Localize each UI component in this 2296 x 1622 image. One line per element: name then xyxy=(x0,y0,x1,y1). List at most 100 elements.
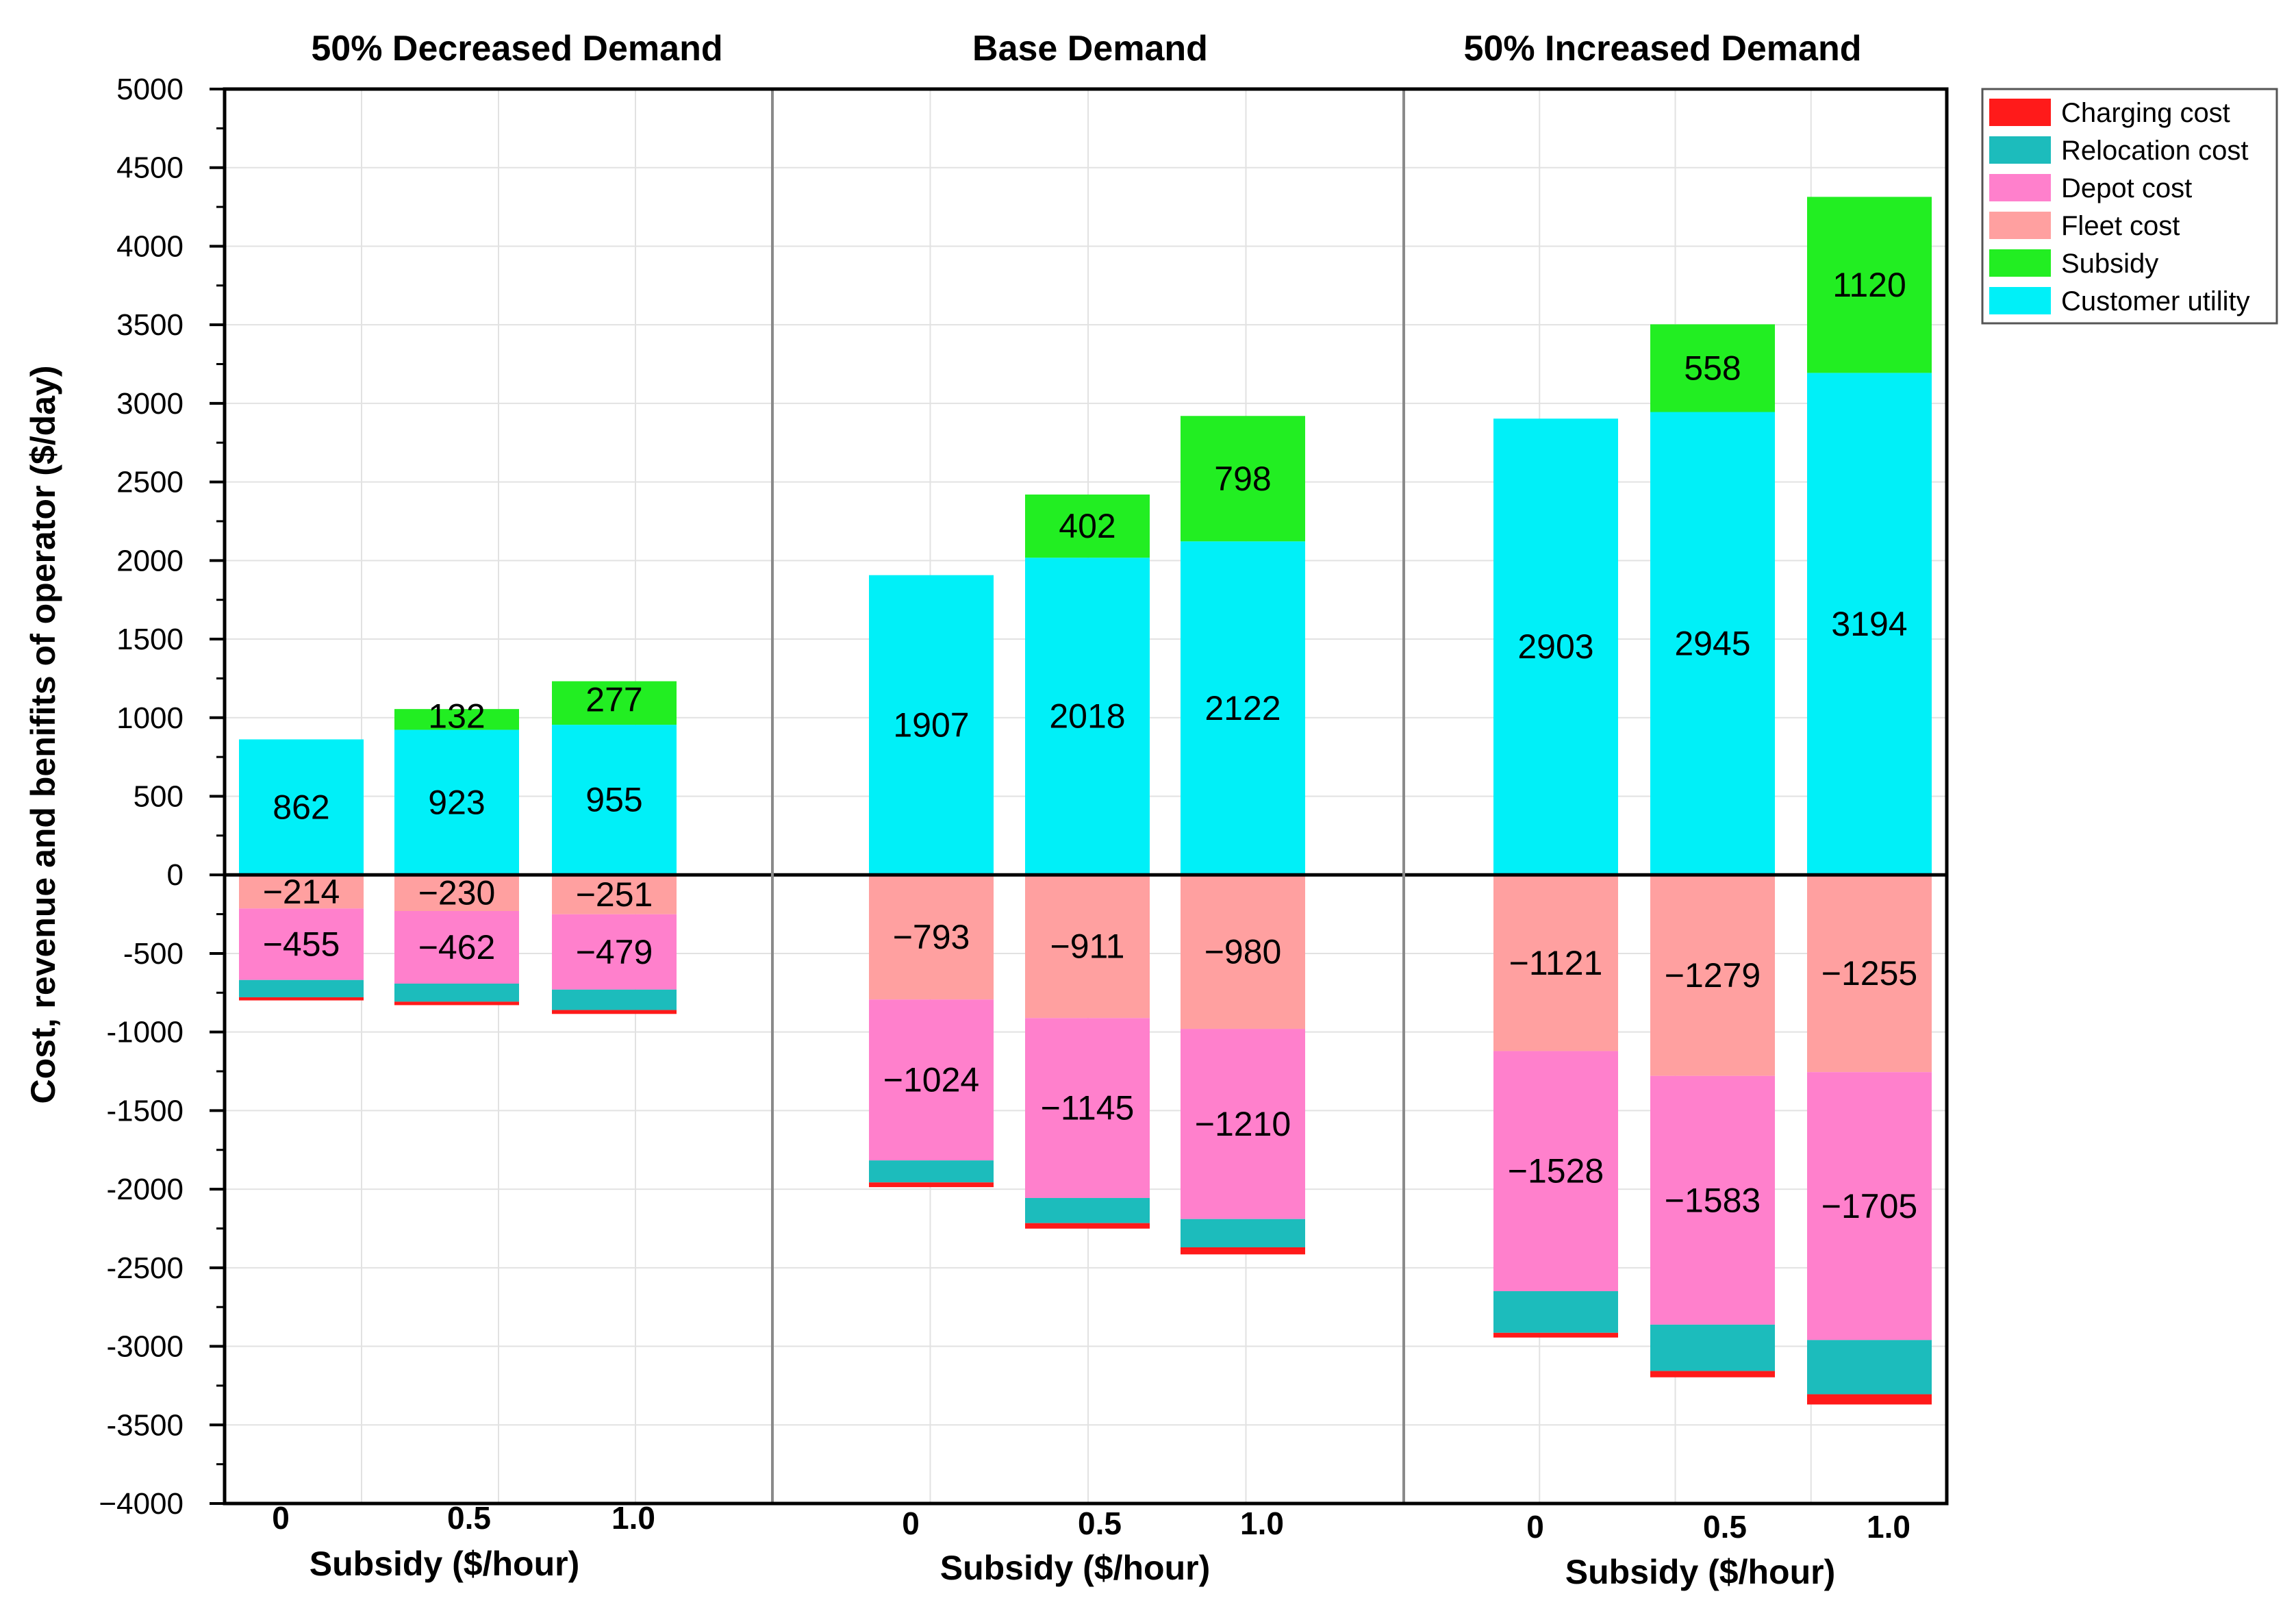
bar-segment-subsidy xyxy=(1181,416,1305,542)
y-tick-label: 500 xyxy=(134,780,184,814)
bar-segment-subsidy xyxy=(552,681,677,725)
data-label: −251 xyxy=(576,875,653,914)
panel-1: 862 −214 −455 923 132 −230 −462 955 277 −251 −479 xyxy=(239,680,677,1014)
x-tick-label: 0.5 xyxy=(447,1500,491,1536)
data-label: 798 xyxy=(1214,460,1271,498)
data-label: 3194 xyxy=(1831,605,1907,643)
data-label: −230 xyxy=(418,874,496,912)
bar-segment-customer-utility xyxy=(239,739,364,875)
y-tick-label: 2000 xyxy=(116,544,184,577)
legend-swatch xyxy=(1989,99,2051,126)
bar-segment-customer-utility xyxy=(1025,558,1150,875)
bar-segment-customer-utility xyxy=(1807,373,1932,875)
bar-segment-fleet-cost xyxy=(1493,875,1618,1051)
y-tick-label: −4000 xyxy=(99,1487,184,1521)
data-label: 955 xyxy=(585,781,642,819)
x-tick-label: 0.5 xyxy=(1078,1506,1122,1541)
legend: Charging cost Relocation cost Depot cost Fl… xyxy=(1981,88,2278,325)
data-label: 1120 xyxy=(1832,266,1906,304)
data-label: 2018 xyxy=(1049,697,1125,736)
data-label: −1145 xyxy=(1041,1089,1135,1127)
x-tick-label: 1.0 xyxy=(1240,1506,1284,1541)
bar-segment-relocation-cost xyxy=(394,983,519,1002)
y-tick-label: 5000 xyxy=(116,73,184,106)
data-label: 277 xyxy=(585,680,642,719)
bar-segment-charging-cost xyxy=(394,1001,519,1006)
x-tick-label: 0 xyxy=(272,1500,290,1536)
bar-segment-depot-cost xyxy=(1650,1075,1775,1325)
data-label: 402 xyxy=(1059,507,1115,545)
bar-segment-customer-utility xyxy=(1650,412,1775,875)
bar-segment-charging-cost xyxy=(552,1010,677,1014)
bar-segment-fleet-cost xyxy=(1181,875,1305,1030)
bar-segment-charging-cost xyxy=(1025,1223,1150,1229)
y-tick-label: -2500 xyxy=(106,1251,184,1285)
bar-segment-relocation-cost xyxy=(552,989,677,1010)
x-axis-title: Subsidy ($/hour) xyxy=(310,1545,579,1583)
x-tick-label: 0 xyxy=(902,1506,920,1541)
legend-label: Subsidy xyxy=(2061,249,2158,279)
x-axis-title: Subsidy ($/hour) xyxy=(940,1549,1210,1587)
bar-segment-customer-utility xyxy=(552,725,677,875)
bar-segment-fleet-cost xyxy=(869,875,994,1000)
data-label: −793 xyxy=(893,918,970,956)
data-label: −479 xyxy=(576,933,653,971)
y-tick-label: 2500 xyxy=(116,466,184,499)
data-label: 1907 xyxy=(893,706,969,744)
x-tick-label: 1.0 xyxy=(1867,1509,1910,1545)
bar-segment-relocation-cost xyxy=(1807,1340,1932,1395)
bar-segment-subsidy xyxy=(1025,494,1150,558)
y-tick-label: -3000 xyxy=(106,1330,184,1364)
y-tick-label: 1000 xyxy=(116,701,184,735)
legend-swatch xyxy=(1989,136,2051,164)
data-label: −1528 xyxy=(1508,1152,1604,1190)
bar-segment-fleet-cost xyxy=(1650,875,1775,1076)
data-label: −1024 xyxy=(883,1061,979,1099)
data-label: −1255 xyxy=(1821,954,1917,993)
bar-segment-charging-cost xyxy=(1650,1371,1775,1377)
data-label: −1210 xyxy=(1195,1105,1291,1143)
y-axis-title: Cost, revenue and benifits of operator (… xyxy=(24,366,62,1104)
bar-segment-fleet-cost xyxy=(394,875,519,911)
y-tick-label: -2000 xyxy=(106,1173,184,1206)
bar-segment-charging-cost xyxy=(1807,1394,1932,1405)
data-label: −1705 xyxy=(1821,1187,1917,1225)
bar-segment-fleet-cost xyxy=(552,875,677,914)
legend-swatch xyxy=(1989,249,2051,277)
bar-segment-charging-cost xyxy=(869,1182,994,1188)
data-label: −1121 xyxy=(1509,944,1603,982)
bar-segment-subsidy xyxy=(1807,197,1932,373)
bar-segment-subsidy xyxy=(1650,324,1775,412)
legend-frame xyxy=(1981,88,2278,325)
bar-segment-relocation-cost xyxy=(1650,1324,1775,1371)
data-label: −455 xyxy=(263,925,340,964)
bar-segment-fleet-cost xyxy=(239,875,364,909)
x-tick-label: 0.5 xyxy=(1703,1509,1747,1545)
bar-segment-customer-utility xyxy=(1181,541,1305,875)
data-label: −1279 xyxy=(1665,956,1761,995)
bar-segment-depot-cost xyxy=(1181,1029,1305,1219)
bar-segment-fleet-cost xyxy=(1807,875,1932,1073)
legend-swatch xyxy=(1989,287,2051,314)
bar-segment-relocation-cost xyxy=(239,980,364,997)
legend-label: Depot cost xyxy=(2061,173,2192,203)
data-label: 2945 xyxy=(1674,624,1750,662)
legend-label: Relocation cost xyxy=(2061,136,2248,166)
bar-segment-depot-cost xyxy=(239,908,364,980)
bar-segment-relocation-cost xyxy=(1025,1197,1150,1223)
legend-label: Charging cost xyxy=(2061,98,2230,128)
data-label: −214 xyxy=(263,873,340,911)
y-tick-label: -500 xyxy=(123,937,184,971)
bar-segment-customer-utility xyxy=(869,575,994,875)
bar-segment-subsidy xyxy=(394,709,519,730)
panel-title: Base Demand xyxy=(972,29,1208,68)
legend-label: Customer utility xyxy=(2061,286,2250,316)
y-axis: −4000 -3500 -3000 -2500 -2000 -1500 -1000 -500 0… xyxy=(99,73,225,1521)
x-tick-label: 0 xyxy=(1526,1509,1544,1545)
panel-2: 1907 −793 −1024 2018 402 −911 −1145 2122 798 −980… xyxy=(869,416,1305,1255)
panel-title: 50% Increased Demand xyxy=(1464,29,1862,68)
data-label: −911 xyxy=(1050,927,1125,966)
y-tick-label: -1500 xyxy=(106,1094,184,1127)
y-tick-label: -3500 xyxy=(106,1408,184,1442)
